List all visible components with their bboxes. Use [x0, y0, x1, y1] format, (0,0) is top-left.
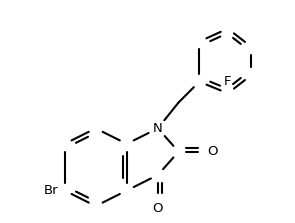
Text: F: F	[224, 75, 232, 88]
Text: O: O	[153, 202, 163, 215]
Text: Br: Br	[43, 184, 58, 197]
Text: N: N	[153, 122, 163, 135]
Text: O: O	[207, 145, 218, 158]
